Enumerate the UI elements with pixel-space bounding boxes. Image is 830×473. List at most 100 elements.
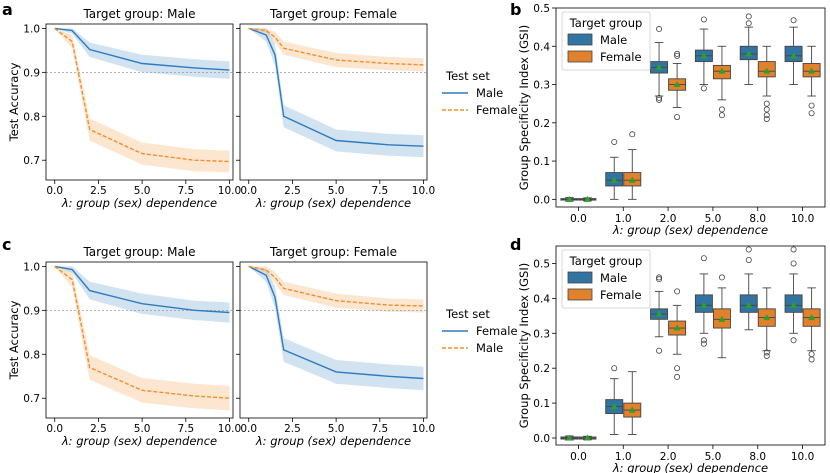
mean-marker	[763, 67, 771, 74]
mean-marker	[565, 195, 573, 202]
legend-label-female: Female	[600, 288, 642, 302]
y-tick-label: 0.1	[533, 398, 550, 410]
x-tick-label: 5.0	[328, 423, 345, 435]
legend-title: Target group	[569, 254, 643, 268]
box-female-0.0	[578, 195, 597, 202]
y-axis-label: Group Specificity Index (GSI)	[517, 263, 531, 428]
box-male-0.0	[560, 195, 579, 202]
y-tick-label: 0.9	[23, 305, 40, 317]
outlier-point	[674, 52, 681, 59]
box-female-1.0	[623, 371, 642, 435]
y-tick-label: 0.8	[23, 349, 40, 361]
outlier-point	[790, 246, 797, 253]
x-tick-label: 2.5	[90, 423, 107, 435]
mean-marker	[790, 301, 798, 308]
mean-marker	[790, 52, 798, 59]
outlier-point	[790, 260, 797, 267]
outlier-point	[745, 20, 752, 27]
series-line-female	[54, 265, 230, 314]
y-tick-label: 0.8	[23, 111, 40, 123]
mean-marker	[583, 195, 591, 202]
outlier-point	[745, 246, 752, 253]
box-male-2.0	[650, 274, 669, 354]
y-axis-label: Test Accuracy	[7, 62, 21, 142]
mean-marker	[763, 314, 771, 321]
chart-a-male: Target group: Male 0.0 2.5 5.0 7.5 10.0 0.7 0.8…	[7, 7, 241, 210]
y-tick-label: 0.7	[23, 393, 40, 405]
plot-frame	[239, 261, 428, 419]
legend-title: Test set	[445, 307, 490, 321]
outlier-point	[763, 352, 770, 359]
outlier-point	[790, 337, 797, 344]
box-male-5.0	[694, 16, 713, 92]
mean-marker	[718, 67, 726, 74]
ci-band-female	[248, 28, 424, 72]
mean-marker	[565, 434, 573, 441]
panel-letter-b: b	[510, 0, 521, 19]
x-tick-label: 0.0	[570, 451, 587, 463]
ci-band-female	[248, 266, 424, 391]
ci-band-female	[54, 28, 230, 173]
plot-frame	[45, 23, 234, 181]
legend: Test set Male Female	[442, 69, 518, 117]
outlier-point	[656, 94, 663, 101]
x-tick-label: 0.0	[570, 213, 587, 225]
x-tick-label: 10.0	[791, 451, 814, 463]
outlier-point	[700, 85, 707, 92]
y-tick-label: 0.0	[533, 433, 550, 445]
y-tick-label: 0.3	[533, 80, 550, 92]
chart-title: Target group: Male	[82, 7, 195, 21]
box-male-0.0	[560, 434, 579, 441]
mean-marker	[808, 67, 816, 74]
chart-title: Target group: Female	[269, 245, 397, 259]
panel-letter-d: d	[510, 235, 521, 254]
mean-marker	[610, 176, 618, 183]
mean-marker	[745, 301, 753, 308]
legend: Target group Male Female	[561, 11, 651, 71]
box-female-2.0	[668, 288, 687, 380]
panel-letter-a: a	[2, 0, 13, 19]
chart-title: Target group: Female	[269, 7, 397, 21]
x-tick-label: 2.5	[284, 185, 301, 197]
plot-frame	[45, 261, 234, 419]
series-line-male	[248, 265, 424, 307]
legend-label-male: Male	[600, 33, 627, 47]
y-tick-label: 0.1	[533, 156, 550, 168]
legend-swatch-male	[567, 33, 593, 46]
x-tick-label: 0.0	[46, 185, 63, 197]
y-tick-label: 1.0	[23, 261, 40, 273]
x-tick-label: 0.0	[46, 423, 63, 435]
outlier-point	[763, 112, 770, 119]
mean-marker	[628, 406, 636, 413]
box-male-8.0	[739, 13, 758, 85]
chart-d: 0.0 1.0 2.0 5.0 8.0 10.0 0.0 0.1 0.2 0.3 0.4 0.5 λ: …	[517, 245, 826, 473]
y-tick-label: 0.3	[533, 328, 550, 340]
box-female-10.0	[802, 45, 821, 117]
outlier-point	[763, 100, 770, 107]
outlier-point	[700, 255, 707, 262]
y-tick-label: 0.5	[533, 258, 550, 270]
box-male-10.0	[784, 246, 803, 344]
outlier-point	[700, 16, 707, 23]
box-male-1.0	[605, 138, 624, 200]
x-tick-label: 10.0	[412, 185, 435, 197]
series-line-male	[54, 27, 230, 71]
y-tick-label: 0.5	[533, 3, 550, 15]
mean-marker	[718, 315, 726, 322]
y-tick-label: 1.0	[23, 23, 40, 35]
mean-marker	[673, 81, 681, 88]
x-axis-label: λ: group (sex) dependence	[612, 223, 768, 237]
x-tick-label: 10.0	[791, 213, 814, 225]
legend: Test set Female Male	[442, 307, 518, 355]
outlier-point	[656, 276, 663, 283]
chart-c-female: Target group: Female 0.0 2.5 5.0 7.5 10.0λ: g…	[236, 245, 518, 448]
chart-title: Target group: Male	[82, 245, 195, 259]
x-tick-label: 5.0	[134, 423, 151, 435]
x-axis-label: λ: group (sex) dependence	[61, 196, 217, 210]
chart-b: 0.0 1.0 2.0 5.0 8.0 10.0 0.0 0.1 0.2 0.3 0.4 0.5 λ: …	[517, 3, 826, 237]
outlier-point	[808, 351, 815, 358]
outlier-point	[700, 337, 707, 344]
outlier-point	[808, 110, 815, 117]
box-female-8.0	[757, 45, 776, 122]
